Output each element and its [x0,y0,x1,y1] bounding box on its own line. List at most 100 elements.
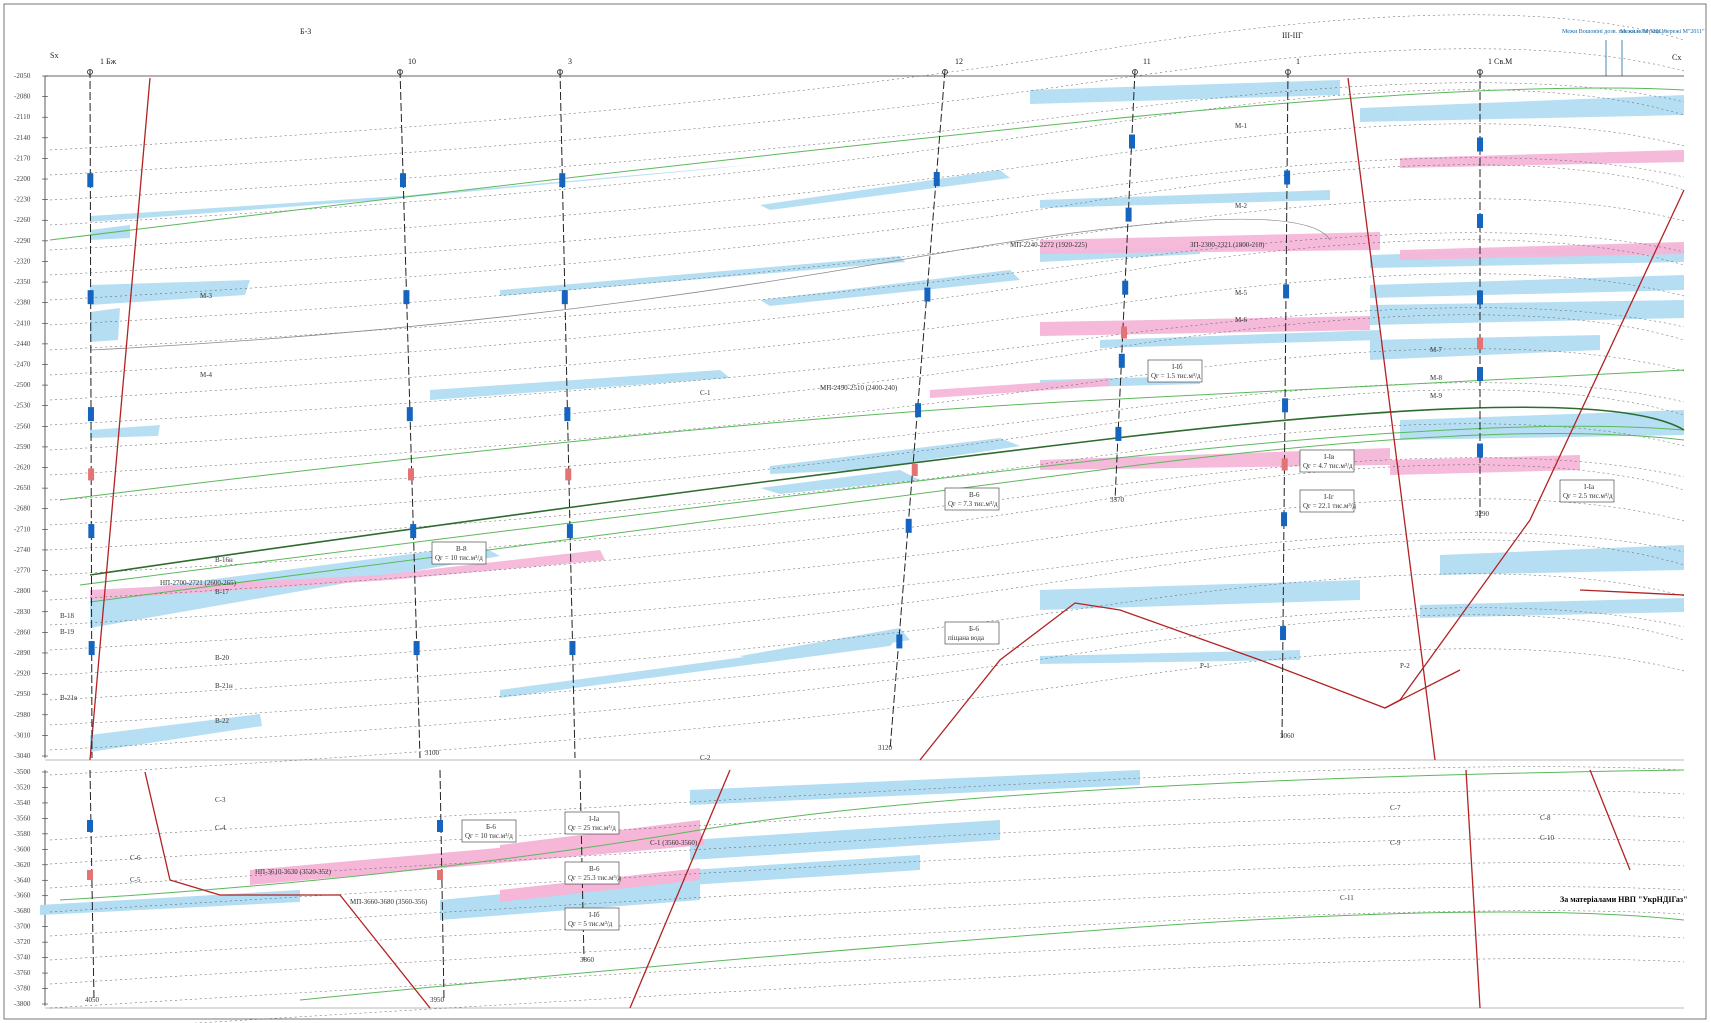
horizon-label: Р-1 [1200,662,1210,670]
left-mark: Sx [50,51,58,60]
horizon-label: В-22 [215,717,230,725]
depth-tick: -2500 [14,381,31,389]
horizon-label: Р-2 [1400,662,1410,670]
horizon-label: С-8 [1540,814,1551,822]
oil-labels: МП-2240-2272 (1920-225) ЗП-2300-2321 (180… [160,241,1265,906]
depth-tick: -2200 [14,175,31,183]
well-pair: III-IIГ [1282,31,1303,40]
depth-tick: -2050 [14,72,31,80]
well-name: 3 [568,57,572,66]
credit-text: За матеріалами НВП "УкрНДІГаз" [1560,895,1688,904]
well: 1 [1280,57,1300,741]
depth-tick: -2290 [14,237,31,245]
box-title: І-Iв [1324,453,1335,461]
depth-tick: -2620 [14,464,31,472]
box-value: Qг = 5 тис.м³/д [568,920,613,928]
depth-tick: -2170 [14,154,31,162]
box-title: В-6 [969,491,980,499]
fault-left [89,77,151,761]
horizon-label: В-18 [60,612,75,620]
right-mark: Сх [1672,53,1681,62]
depth-tick: -3540 [14,799,31,807]
box-title: І-Iа [589,815,600,823]
fault-right-2 [1384,189,1685,709]
depth-tick: -3600 [14,845,31,853]
depth-tick: -2680 [14,505,31,513]
well-name: 1 Бж [100,57,117,66]
box-title: І-Iб [1172,363,1183,371]
depth-tick: -2650 [14,484,31,492]
depth-tick: -2260 [14,216,31,224]
horizon-label: В-21в [60,694,78,702]
fault-lower-mid [629,769,731,1009]
well-name: 10 [408,57,416,66]
well-name: 12 [955,57,963,66]
depth-tick: -2710 [14,525,31,533]
wells-note: Б-3 [300,27,311,36]
depth-label: 3120 [878,744,893,752]
horizon-label: С-1 [700,389,711,397]
horizon-lines [49,14,1685,1023]
depth-tick: -2110 [14,113,31,121]
horizon-label: В-20 [215,654,230,662]
depth-label: 3060 [1280,732,1295,740]
oil-label: МП-3660-3680 (3560-356) [350,898,428,906]
depth-tick: -3680 [14,907,31,915]
oil-layers [90,150,1684,600]
depth-labels: 3120 3370 3060 3290 3100 3860 3950 4050 [85,496,1490,1004]
oil-label: МП-2240-2272 (1920-225) [1010,241,1088,249]
horizon-label: С-9 [1390,839,1401,847]
depth-tick: -2890 [14,649,31,657]
depth-tick: -3010 [14,731,31,739]
well: 3 [557,57,576,759]
horizon-label: С-4 [215,824,226,832]
depth-tick: -3700 [14,923,31,931]
well-name: 1 Св.М [1488,57,1512,66]
box-value: Qг = 22.1 тис.м³/д [1303,502,1357,510]
horizon-label: В-17 [215,588,230,596]
depth-tick: -3800 [14,1000,31,1008]
horizon-label: М-1 [1235,122,1248,130]
box-title: І-Iг [1324,493,1334,501]
annotation-box: В-8Qг = 10 тис.м³/д [431,541,487,565]
section-frame [3,3,1707,1020]
horizon-labels: М-1 М-2 М-3 М-4 М-5 М-6 М-7 М-8 М-9 В-16н В-17 В-18… [60,122,1555,902]
well: 10 [397,57,421,759]
depth-tick: -2080 [14,93,31,101]
depth-tick: -3040 [14,752,31,760]
depth-tick: -2530 [14,402,31,410]
horizon-label: М-9 [1430,392,1443,400]
oil-label: НП-3610-3630 (3520-352) [255,868,332,876]
well: 1 Св.М [1477,57,1512,520]
horizon-label: В-16н [215,556,233,564]
depth-tick: -2350 [14,278,31,286]
depth-tick: -2320 [14,257,31,265]
depth-label: 3860 [580,956,595,964]
fault-lower-right-2 [1589,769,1631,871]
depth-label: 3100 [425,749,440,757]
faults [89,77,1685,1009]
depth-tick: -3780 [14,985,31,993]
box-title: І-Iа [1584,483,1595,491]
depth-tick: -3720 [14,938,31,946]
depth-tick: -2860 [14,628,31,636]
horizon-label: М-3 [200,292,213,300]
depth-tick: -2590 [14,443,31,451]
well: 11 [1114,57,1151,501]
depth-tick: -3520 [14,783,31,791]
box-title: В-6 [589,865,600,873]
depth-tick: -2920 [14,670,31,678]
depth-tick: -2230 [14,196,31,204]
oil-label: НП-2700-2721 (2600-265) [160,579,237,587]
box-value: Qг = 10 тис.м³/д [435,554,483,562]
depth-label: 3950 [430,996,445,1004]
depth-tick: -2980 [14,711,31,719]
depth-tick: -3560 [14,814,31,822]
depth-tick: -3740 [14,954,31,962]
